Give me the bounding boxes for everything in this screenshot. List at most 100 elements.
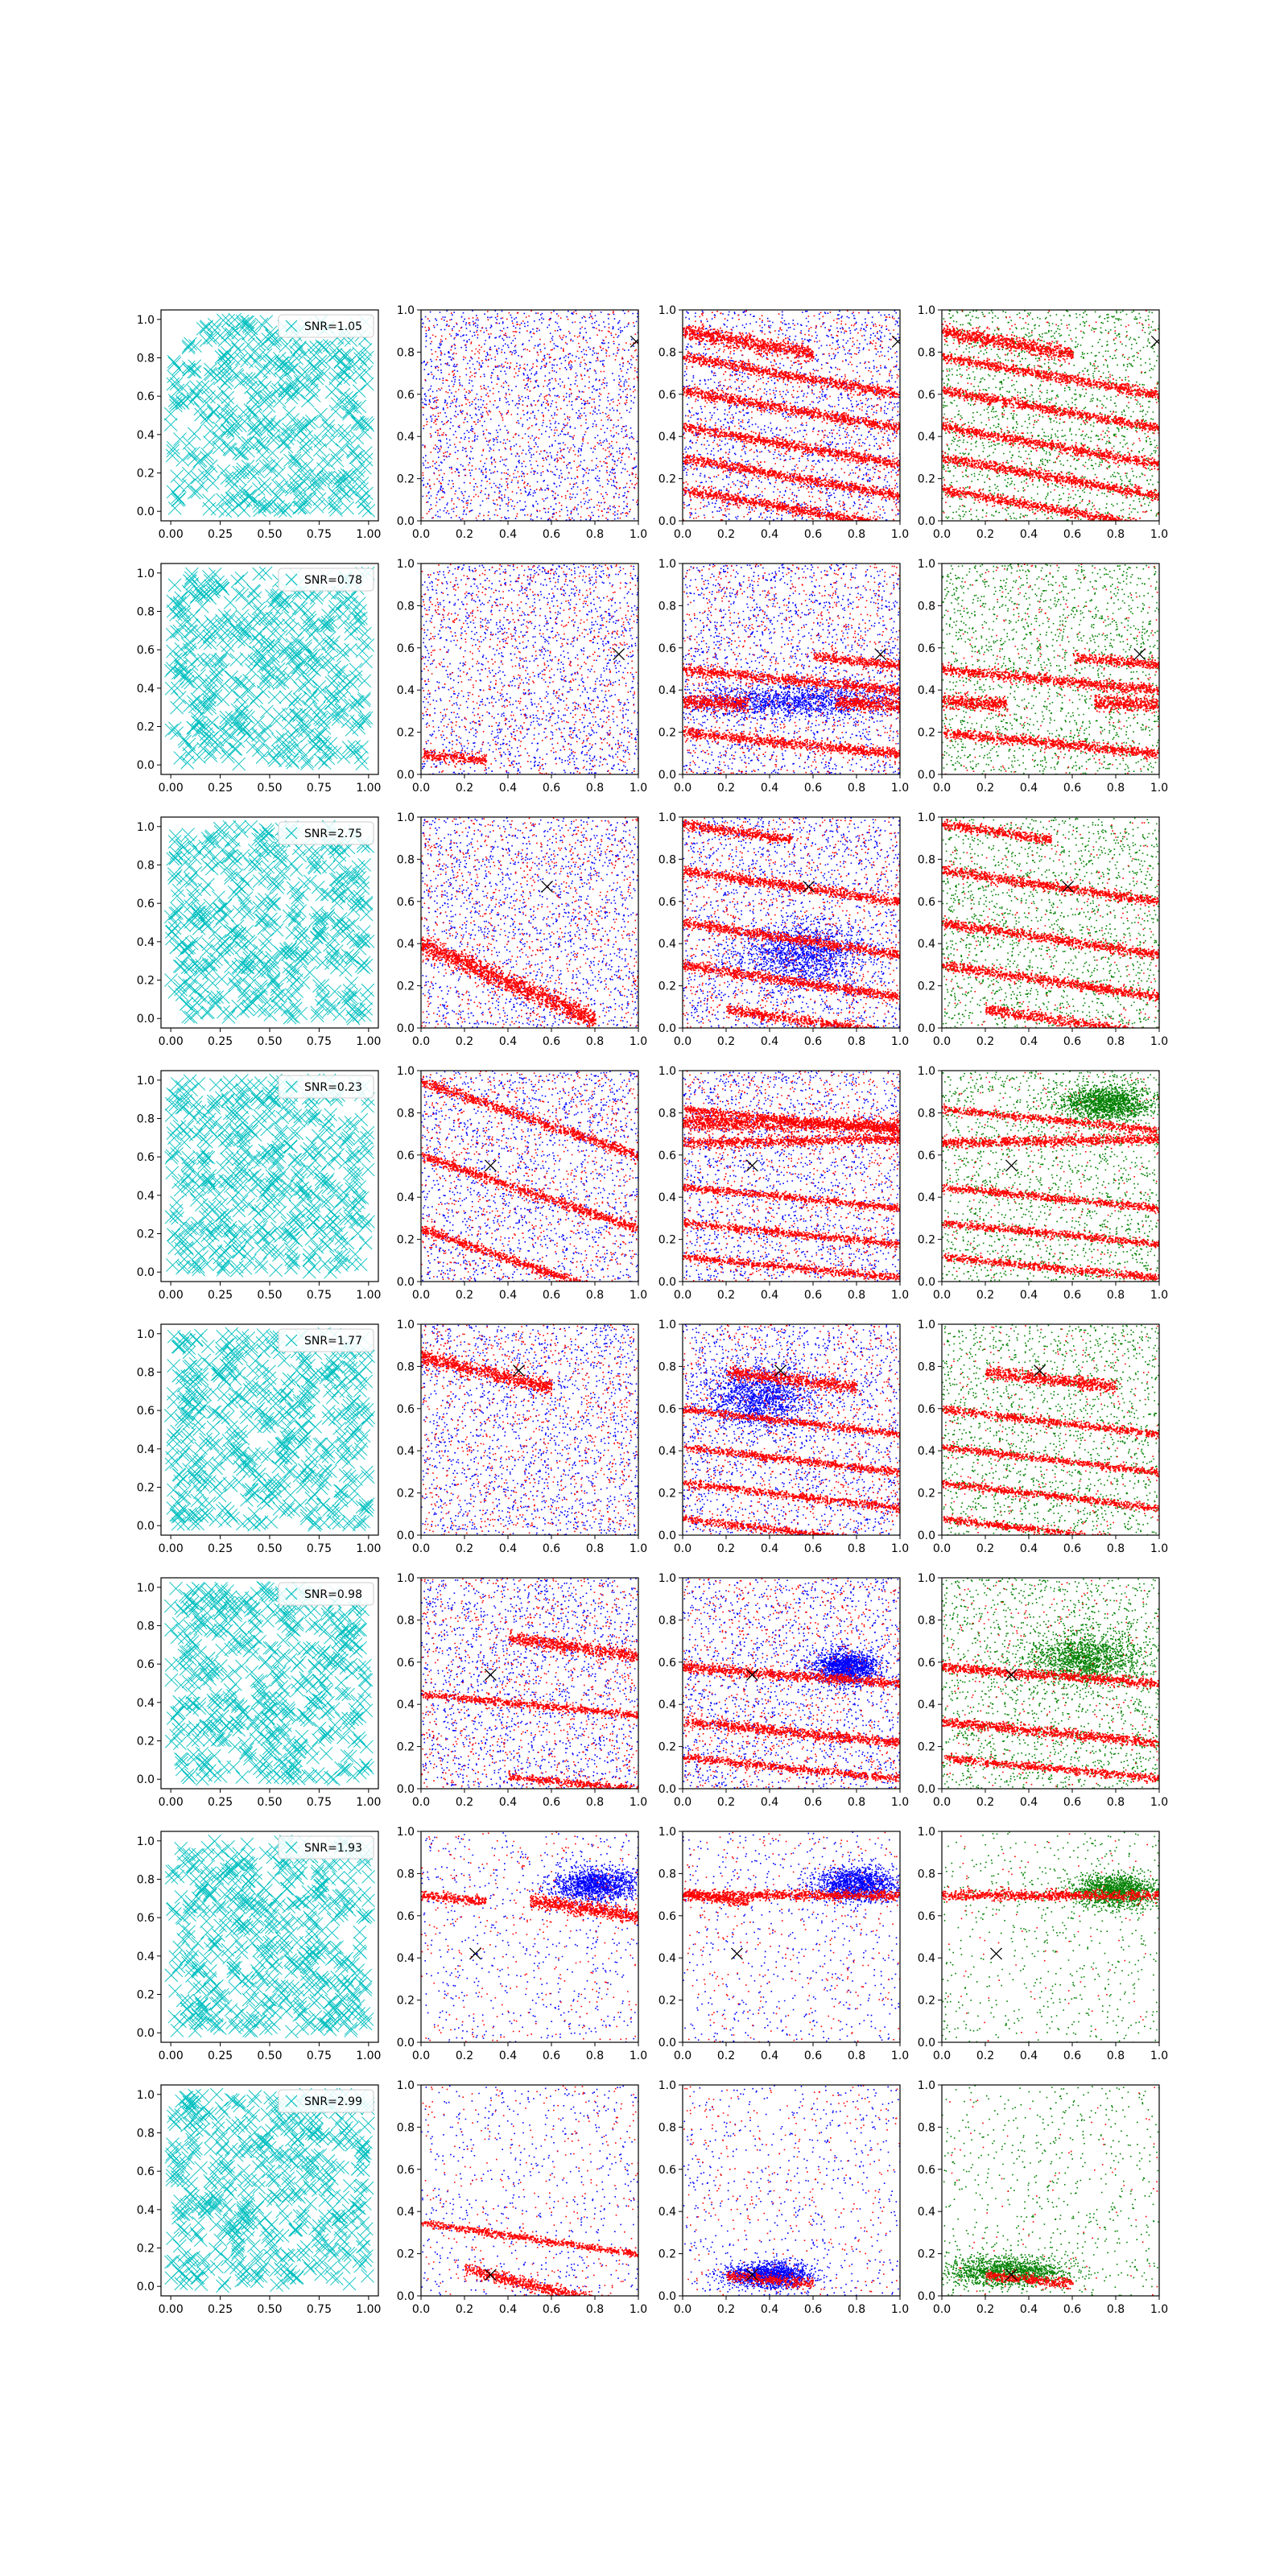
x-tick-label: 1.0: [1150, 2050, 1168, 2062]
x-tick-label: 0.2: [976, 2303, 994, 2316]
x-tick-label: 0.4: [1020, 2050, 1038, 2062]
y-tick-label: 0.2: [918, 727, 935, 740]
x-tick-label: 0.0: [933, 1796, 951, 1809]
y-tick-label: 0.0: [918, 2290, 935, 2303]
x-tick-label: 0.2: [717, 1289, 735, 1302]
x-tick-label: 0.2: [456, 1542, 473, 1555]
y-tick-label: 0.6: [137, 1405, 155, 1418]
x-tick-label: 0.2: [717, 2303, 735, 2316]
legend-label: SNR=2.75: [304, 828, 362, 840]
legend-label: SNR=0.98: [304, 1588, 362, 1601]
x-tick-label: 0.8: [1107, 2050, 1125, 2062]
y-tick-label: 0.0: [397, 1530, 415, 1542]
legend: SNR=2.99: [279, 2090, 374, 2112]
x-tick-label: 0.75: [307, 528, 332, 541]
x-tick-label: 0.0: [674, 1035, 691, 1048]
y-tick-label: 0.4: [137, 1951, 155, 1963]
y-tick-label: 1.0: [918, 2079, 935, 2092]
y-tick-label: 0.2: [658, 980, 676, 993]
x-tick-label: 1.0: [1150, 782, 1168, 795]
y-tick-label: 0.4: [137, 1697, 155, 1710]
x-tick-label: 0.4: [1020, 2303, 1038, 2316]
y-tick-label: 0.0: [397, 1276, 415, 1289]
legend-label: SNR=2.99: [304, 2095, 362, 2108]
y-tick-label: 0.6: [137, 1151, 155, 1164]
y-tick-label: 0.2: [918, 1234, 935, 1247]
x-tick-label: 1.0: [891, 1542, 909, 1555]
y-tick-label: 1.0: [658, 1319, 676, 1331]
x-tick-label: 0.2: [976, 782, 994, 795]
x-tick-label: 0.6: [804, 528, 822, 541]
y-tick-label: 0.8: [658, 1107, 676, 1120]
x-tick-label: 0.4: [761, 1035, 778, 1048]
x-tick-label: 0.6: [543, 528, 560, 541]
y-tick-label: 0.4: [137, 1443, 155, 1456]
y-tick-label: 0.4: [397, 1699, 415, 1711]
legend: SNR=0.23: [279, 1075, 374, 1098]
y-tick-label: 0.8: [658, 853, 676, 866]
y-tick-label: 0.4: [658, 684, 676, 697]
y-tick-label: 0.6: [658, 1150, 676, 1162]
x-tick-label: 0.8: [586, 782, 604, 795]
legend-label: SNR=1.05: [304, 320, 362, 333]
x-tick-label: 0.2: [976, 1542, 994, 1555]
y-tick-label: 0.4: [137, 936, 155, 949]
x-tick-label: 0.6: [1063, 528, 1081, 541]
legend-label: SNR=0.23: [304, 1081, 362, 1094]
y-tick-label: 0.2: [137, 2243, 155, 2256]
y-tick-label: 1.0: [918, 1319, 935, 1331]
y-tick-label: 0.6: [137, 644, 155, 657]
x-tick-label: 0.6: [543, 1542, 560, 1555]
x-tick-label: 0.0: [412, 2303, 430, 2316]
y-tick-label: 0.6: [658, 1657, 676, 1670]
y-tick-label: 0.0: [918, 1783, 935, 1796]
x-tick-label: 0.50: [257, 528, 282, 541]
y-tick-label: 0.0: [658, 2037, 676, 2050]
y-tick-label: 1.0: [137, 1835, 155, 1848]
y-tick-label: 0.0: [137, 2281, 155, 2293]
x-tick-label: 0.8: [586, 528, 604, 541]
y-tick-label: 0.0: [137, 759, 155, 772]
y-tick-label: 0.6: [658, 1910, 676, 1923]
x-tick-label: 0.2: [456, 2303, 473, 2316]
y-tick-label: 0.8: [918, 1614, 935, 1627]
y-tick-label: 0.8: [658, 600, 676, 613]
y-tick-label: 0.6: [397, 1150, 415, 1162]
x-tick-label: 0.6: [1063, 1542, 1081, 1555]
y-tick-label: 0.6: [397, 2164, 415, 2177]
x-tick-label: 0.50: [257, 782, 282, 795]
y-tick-label: 0.2: [658, 727, 676, 740]
y-tick-label: 0.0: [397, 769, 415, 782]
y-tick-label: 0.2: [137, 721, 155, 734]
x-tick-label: 0.8: [586, 1289, 604, 1302]
legend: SNR=2.75: [279, 822, 374, 844]
legend: SNR=1.05: [279, 315, 374, 337]
x-tick-label: 0.4: [499, 1289, 517, 1302]
x-tick-label: 0.2: [717, 1035, 735, 1048]
y-tick-label: 0.6: [137, 390, 155, 403]
legend-label: SNR=0.78: [304, 574, 362, 587]
x-tick-label: 1.00: [356, 1796, 381, 1809]
y-tick-label: 0.6: [137, 898, 155, 910]
x-tick-label: 0.00: [159, 528, 184, 541]
x-tick-label: 1.0: [630, 1289, 647, 1302]
y-tick-label: 1.0: [658, 2079, 676, 2092]
x-tick-label: 0.4: [499, 2303, 517, 2316]
x-tick-label: 0.6: [1063, 2303, 1081, 2316]
x-tick-label: 1.0: [891, 1796, 909, 1809]
y-tick-label: 0.4: [658, 1191, 676, 1204]
x-tick-label: 0.75: [307, 1289, 332, 1302]
y-tick-label: 0.2: [918, 1741, 935, 1754]
x-tick-label: 0.2: [717, 782, 735, 795]
y-tick-label: 1.0: [658, 304, 676, 317]
y-tick-label: 0.8: [918, 2121, 935, 2134]
y-tick-label: 0.2: [137, 1228, 155, 1241]
x-tick-label: 1.0: [1150, 1035, 1168, 1048]
x-tick-label: 0.4: [499, 2050, 517, 2062]
y-tick-label: 0.6: [918, 1403, 935, 1416]
x-tick-label: 0.25: [208, 2050, 233, 2062]
y-tick-label: 0.2: [918, 980, 935, 993]
y-tick-label: 0.4: [918, 1445, 935, 1458]
y-tick-label: 0.4: [397, 1952, 415, 1965]
x-tick-label: 0.8: [848, 528, 865, 541]
